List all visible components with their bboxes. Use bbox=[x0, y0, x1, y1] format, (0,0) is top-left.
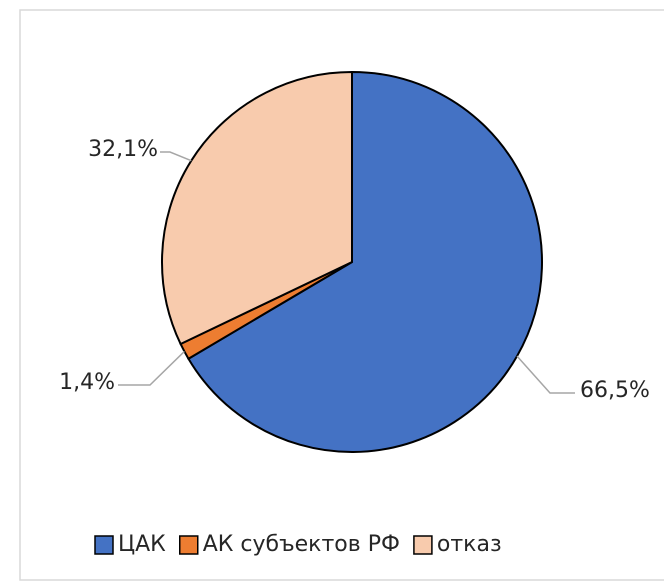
leader-line bbox=[160, 151, 192, 162]
leader-line bbox=[516, 355, 575, 394]
legend-label: ЦАК bbox=[118, 532, 166, 557]
data-label: 1,4% bbox=[59, 370, 115, 395]
legend-swatch bbox=[413, 535, 433, 555]
pie-slice bbox=[187, 70, 543, 453]
legend-label: АК субъектов РФ bbox=[203, 532, 400, 557]
data-label: 32,1% bbox=[88, 137, 158, 162]
legend-swatch bbox=[179, 535, 199, 555]
legend-label: отказ bbox=[437, 532, 502, 557]
legend-swatch bbox=[94, 535, 114, 555]
leader-line bbox=[118, 350, 185, 386]
pie-slice bbox=[161, 70, 353, 346]
data-label: 66,5% bbox=[580, 378, 650, 403]
